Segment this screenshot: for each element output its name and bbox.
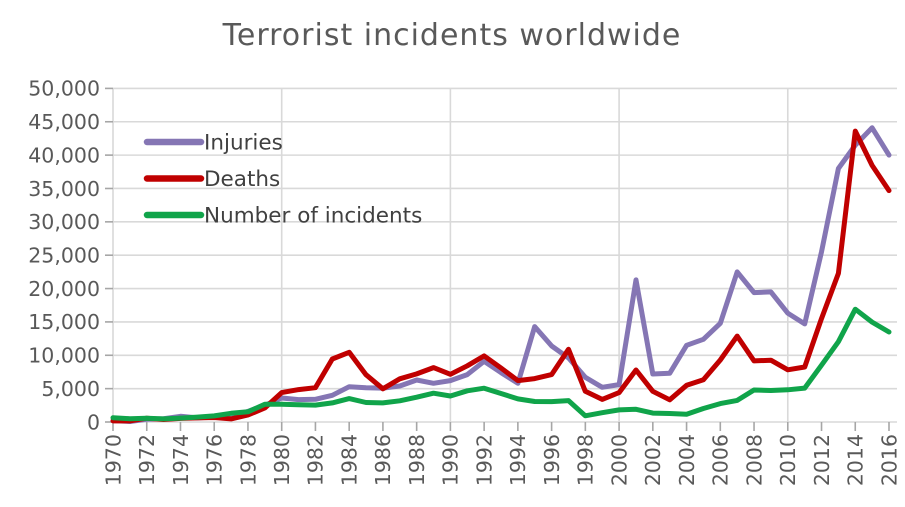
legend-label-injuries: Injuries <box>204 131 283 156</box>
x-tick-label: 2016 <box>877 434 901 486</box>
y-tick-label: 0 <box>87 410 100 434</box>
x-tick-label: 2002 <box>641 434 665 486</box>
y-tick-label: 30,000 <box>28 210 100 234</box>
legend: Injuries Deaths Number of incidents <box>143 131 422 229</box>
x-tick-label: 1992 <box>472 434 496 486</box>
y-tick-label: 25,000 <box>28 244 100 268</box>
series-layer <box>110 125 892 424</box>
x-tick-label: 1980 <box>270 434 294 486</box>
x-tick-label: 1996 <box>540 434 564 486</box>
x-tick-label: 1990 <box>439 434 463 486</box>
x-tick-label: 1986 <box>371 434 395 486</box>
x-tick-label: 2004 <box>675 434 699 486</box>
chart-title: Terrorist incidents worldwide <box>222 18 682 53</box>
y-tick-label: 45,000 <box>28 110 100 134</box>
tick-layer <box>105 87 890 431</box>
x-tick-label: 1982 <box>304 434 328 486</box>
x-tick-label: 2000 <box>607 434 631 486</box>
grid-layer <box>112 87 897 423</box>
x-tick-label: 1972 <box>135 434 159 486</box>
x-tick-label: 2010 <box>776 434 800 486</box>
legend-label-deaths: Deaths <box>204 167 280 192</box>
y-tick-label: 35,000 <box>28 177 100 201</box>
y-tick-label: 10,000 <box>28 344 100 368</box>
x-tick-label: 1970 <box>101 434 125 486</box>
y-tick-label: 15,000 <box>28 310 100 334</box>
x-tick-label: 1984 <box>337 434 361 486</box>
x-tick-label: 2014 <box>844 434 868 486</box>
y-tick-label: 50,000 <box>28 77 100 101</box>
x-tick-label: 1994 <box>506 434 530 486</box>
axis-label-layer: 0 5,000 10,000 15,000 20,000 25,000 30,000 35,0… <box>28 77 901 486</box>
x-tick-label: 1978 <box>236 434 260 486</box>
y-tick-label: 5,000 <box>41 377 100 401</box>
x-tick-label: 1998 <box>574 434 598 486</box>
x-tick-label: 2008 <box>742 434 766 486</box>
y-tick-label: 40,000 <box>28 143 100 167</box>
legend-label-number-of-incidents: Number of incidents <box>204 204 422 229</box>
series-line-number-of-incidents <box>110 306 892 422</box>
x-tick-label: 1974 <box>169 434 193 486</box>
x-tick-label: 1988 <box>405 434 429 486</box>
x-tick-label: 2012 <box>810 434 834 486</box>
series-line-deaths <box>110 128 892 424</box>
x-tick-label: 1976 <box>203 434 227 486</box>
x-tick-label: 2006 <box>709 434 733 486</box>
y-tick-label: 20,000 <box>28 277 100 301</box>
